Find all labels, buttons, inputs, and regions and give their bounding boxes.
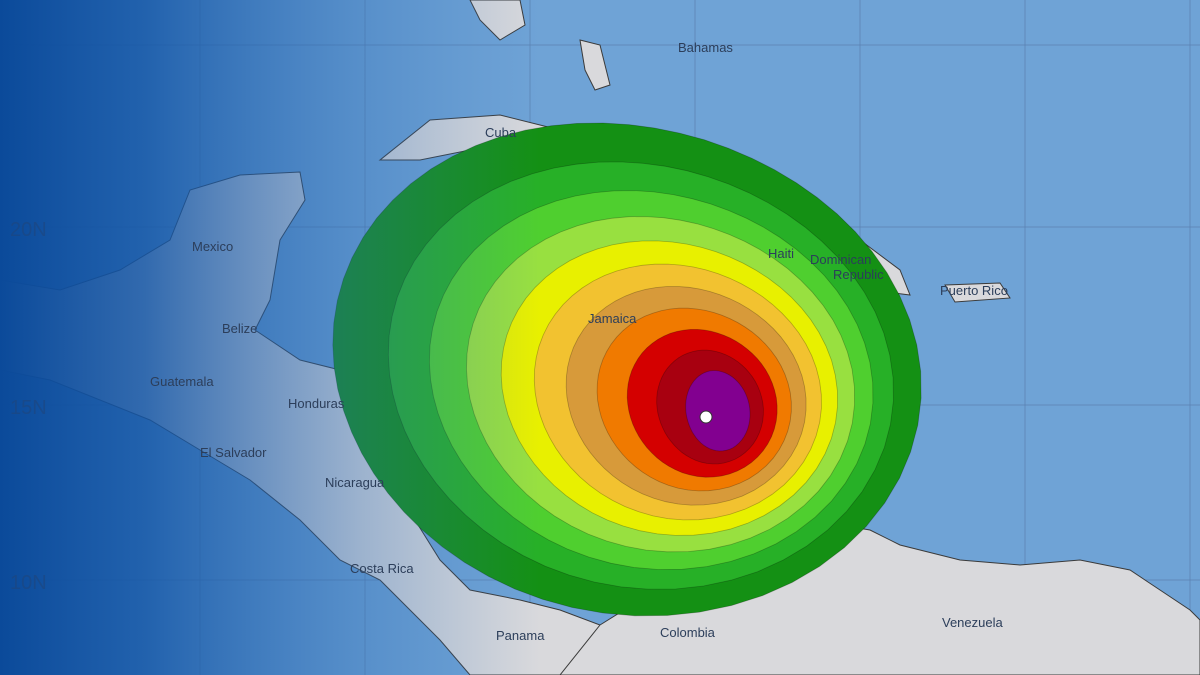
label-venezuela: Venezuela <box>942 615 1003 630</box>
label-dominican-republic-2: Republic <box>833 267 884 282</box>
label-haiti: Haiti <box>768 246 794 261</box>
label-panama: Panama <box>496 628 545 643</box>
lat-label-20n: 20N <box>10 219 47 241</box>
label-bahamas: Bahamas <box>678 40 733 55</box>
lat-label-15n: 15N <box>10 397 47 419</box>
label-puerto-rico: Puerto Rico <box>940 283 1008 298</box>
label-dominican-republic: Dominican <box>810 252 871 267</box>
label-jamaica: Jamaica <box>588 311 637 326</box>
label-el-salvador: El Salvador <box>200 445 267 460</box>
label-guatemala: Guatemala <box>150 374 214 389</box>
latitude-labels: 20N 15N 10N <box>10 219 47 594</box>
label-cuba: Cuba <box>485 125 517 140</box>
label-mexico: Mexico <box>192 239 233 254</box>
label-colombia: Colombia <box>660 625 716 640</box>
label-honduras: Honduras <box>288 396 345 411</box>
label-nicaragua: Nicaragua <box>325 475 385 490</box>
lat-label-10n: 10N <box>10 572 47 594</box>
storm-center-marker <box>699 410 713 424</box>
label-costa-rica: Costa Rica <box>350 561 414 576</box>
place-labels: Bahamas Cuba Mexico Belize Guatemala Hon… <box>150 40 1008 643</box>
label-belize: Belize <box>222 321 257 336</box>
